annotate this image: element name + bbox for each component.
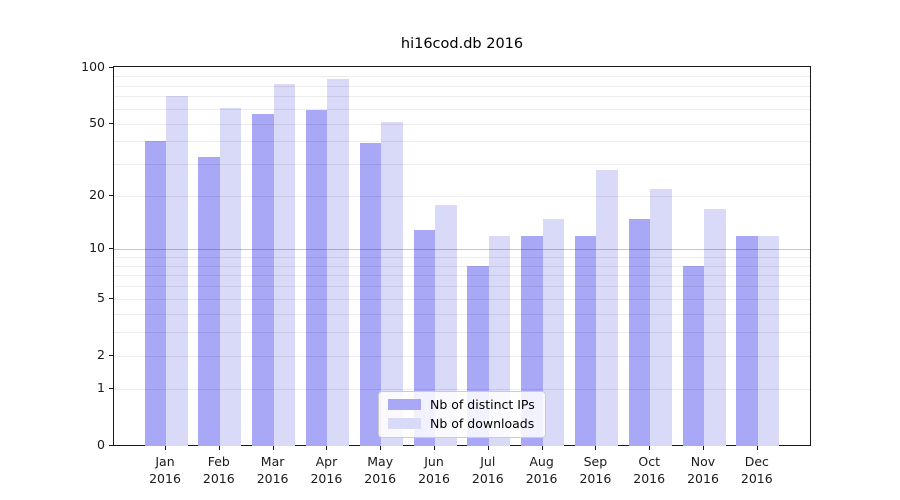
legend: Nb of distinct IPs Nb of downloads bbox=[378, 391, 546, 438]
x-tick-mark bbox=[649, 446, 651, 450]
y-tick-mark bbox=[109, 445, 113, 446]
y-tick-mark bbox=[109, 388, 113, 390]
bar-distinct-ips bbox=[252, 114, 274, 446]
gridline-minor bbox=[114, 96, 810, 98]
bar-downloads bbox=[381, 121, 403, 446]
gridline-minor bbox=[114, 141, 810, 143]
bar-distinct-ips bbox=[144, 141, 166, 446]
gridline-major bbox=[114, 249, 810, 251]
x-tick-label: Mar 2016 bbox=[256, 454, 289, 486]
legend-label-downloads: Nb of downloads bbox=[430, 416, 535, 431]
gridline-minor bbox=[114, 196, 810, 198]
y-tick-label: 20 bbox=[89, 187, 105, 203]
bar-downloads bbox=[219, 107, 242, 446]
gridline-minor bbox=[114, 257, 810, 259]
y-tick-label: 100 bbox=[81, 58, 105, 74]
bar-downloads bbox=[596, 169, 618, 446]
gridline-minor bbox=[114, 389, 810, 391]
bar-downloads bbox=[435, 204, 457, 446]
gridline-minor bbox=[114, 314, 810, 315]
gridline-minor bbox=[114, 299, 810, 301]
y-tick-mark bbox=[109, 248, 113, 250]
bar-distinct-ips bbox=[305, 110, 328, 446]
chart-title: hi16cod.db 2016 bbox=[400, 36, 524, 52]
x-tick-label: May 2016 bbox=[364, 454, 397, 486]
bar-distinct-ips bbox=[198, 156, 220, 446]
bar-downloads bbox=[166, 96, 188, 446]
bar-downloads bbox=[650, 188, 672, 446]
y-tick-label: 2 bbox=[97, 346, 105, 362]
bar-downloads bbox=[327, 78, 349, 446]
bar-downloads bbox=[757, 235, 780, 446]
y-tick-mark bbox=[109, 66, 113, 68]
y-tick-label: 1 bbox=[97, 380, 105, 396]
gridline-minor bbox=[114, 265, 810, 267]
x-tick-mark bbox=[218, 446, 220, 450]
bar-downloads bbox=[273, 83, 296, 446]
gridline-minor bbox=[114, 123, 810, 125]
bar-distinct-ips bbox=[736, 235, 758, 446]
gridline-minor bbox=[114, 76, 810, 78]
y-tick-label: 50 bbox=[89, 114, 105, 130]
y-tick-mark bbox=[109, 122, 113, 124]
bar-distinct-ips bbox=[574, 235, 597, 446]
y-tick-label: 5 bbox=[97, 290, 105, 306]
bar-distinct-ips bbox=[628, 218, 651, 446]
x-tick-label: Apr 2016 bbox=[310, 454, 343, 486]
x-tick-label: Aug 2016 bbox=[525, 454, 558, 486]
legend-item-downloads: Nb of downloads bbox=[388, 416, 535, 431]
gridline-minor bbox=[114, 355, 810, 357]
x-tick-mark bbox=[703, 446, 704, 450]
y-tick-mark bbox=[109, 354, 113, 356]
legend-item-distinct-ips: Nb of distinct IPs bbox=[388, 397, 535, 412]
x-tick-mark bbox=[380, 446, 382, 450]
gridline-minor bbox=[114, 286, 810, 288]
x-tick-mark bbox=[165, 446, 166, 450]
bar-downloads bbox=[542, 218, 565, 446]
x-tick-mark bbox=[434, 446, 435, 450]
x-tick-mark bbox=[595, 446, 597, 450]
gridline-minor bbox=[114, 164, 810, 166]
gridline-minor bbox=[114, 85, 810, 87]
x-tick-mark bbox=[487, 446, 489, 450]
x-tick-mark bbox=[326, 446, 328, 450]
legend-swatch-downloads bbox=[388, 418, 421, 429]
x-tick-label: Jun 2016 bbox=[418, 454, 450, 486]
x-tick-label: Jul 2016 bbox=[471, 454, 504, 486]
bar-distinct-ips bbox=[359, 143, 382, 446]
y-tick-mark bbox=[109, 195, 113, 197]
x-tick-label: Jan 2016 bbox=[149, 454, 181, 486]
x-tick-mark bbox=[541, 446, 543, 450]
gridline-minor bbox=[114, 275, 810, 277]
x-tick-label: Oct 2016 bbox=[633, 454, 666, 486]
legend-swatch-distinct-ips bbox=[388, 399, 421, 410]
x-tick-label: Nov 2016 bbox=[687, 454, 719, 486]
x-tick-mark bbox=[272, 446, 274, 450]
plot-area bbox=[113, 66, 811, 446]
bar-distinct-ips bbox=[682, 265, 704, 446]
legend-label-distinct-ips: Nb of distinct IPs bbox=[430, 397, 535, 412]
x-tick-label: Dec 2016 bbox=[740, 454, 773, 486]
x-tick-label: Sep 2016 bbox=[579, 454, 612, 486]
y-tick-label: 10 bbox=[89, 240, 105, 256]
gridline-minor bbox=[114, 332, 810, 334]
x-tick-label: Feb 2016 bbox=[202, 454, 235, 486]
x-tick-mark bbox=[756, 446, 758, 450]
y-tick-mark bbox=[109, 298, 113, 300]
bar-downloads bbox=[704, 208, 726, 446]
y-tick-label: 0 bbox=[97, 437, 105, 452]
gridline-minor bbox=[114, 108, 810, 110]
